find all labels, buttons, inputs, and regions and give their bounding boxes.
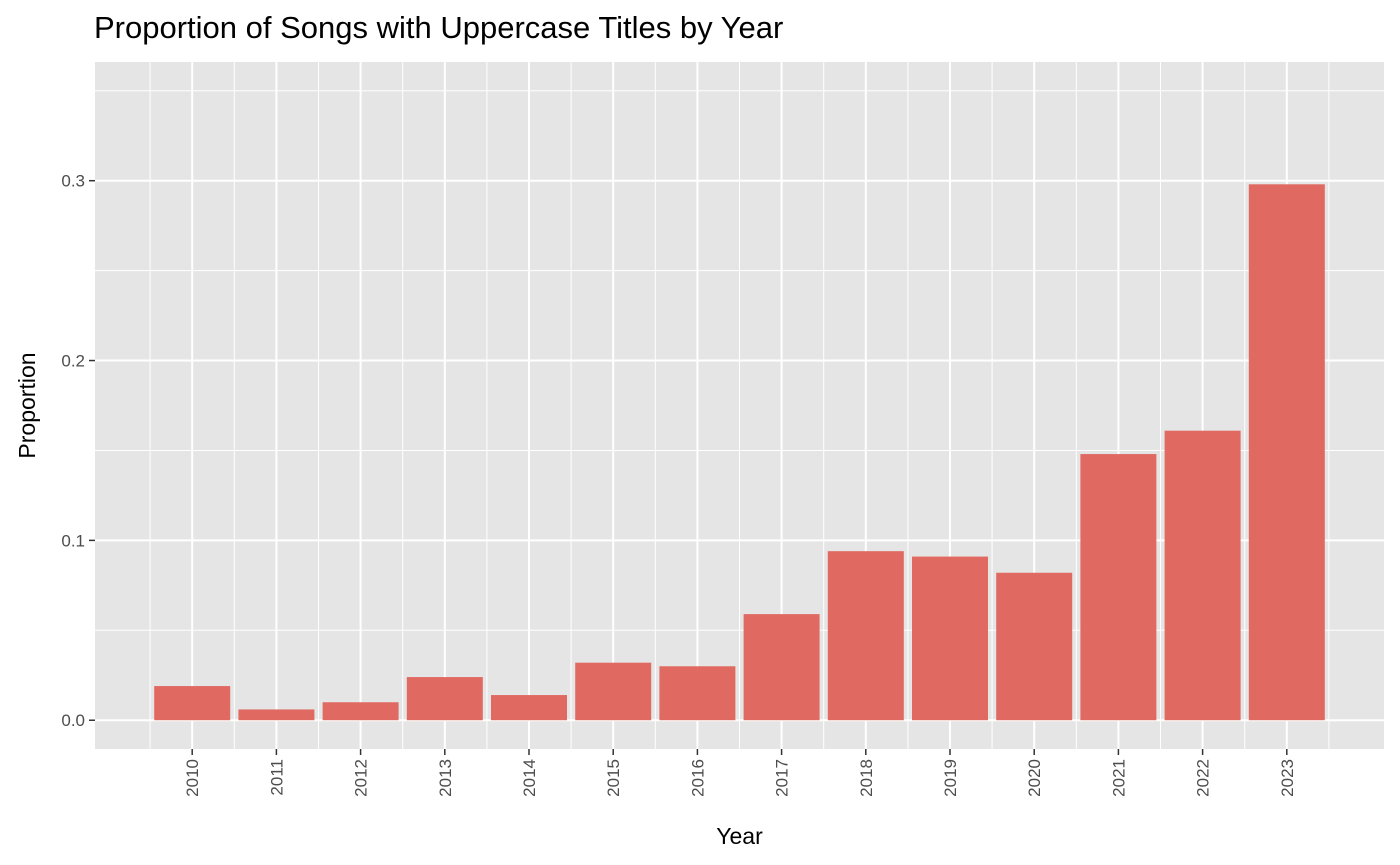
chart-title: Proportion of Songs with Uppercase Title… [94,10,784,45]
bar-2019 [912,556,988,721]
bar-2015 [575,662,652,721]
bar-2011 [238,709,315,721]
bar-2020 [996,572,1073,721]
x-tick-label: 2023 [1278,759,1297,797]
bar-2018 [827,551,904,721]
bar-2014 [491,695,567,721]
x-axis-title: Year [716,823,763,849]
x-tick-label: 2022 [1194,759,1213,797]
x-axis: 2010 2011 2012 2013 2014 2015 2016 2017 2018 2019… [183,749,1297,797]
y-axis: 0.0 0.1 0.2 0.3 [61,172,95,730]
x-tick-label: 2019 [941,759,960,797]
bar-2022 [1164,430,1241,721]
bar-2021 [1080,454,1157,721]
bar-2023 [1248,184,1325,721]
bar-2017 [743,614,820,721]
x-tick-label: 2021 [1109,759,1128,797]
y-tick-label: 0.3 [61,172,85,191]
y-tick-label: 0.1 [61,531,85,550]
y-tick-label: 0.2 [61,352,85,371]
x-tick-label: 2012 [352,759,371,797]
bar-2013 [406,677,483,721]
bar-2012 [322,702,399,721]
x-tick-label: 2011 [267,759,286,796]
x-tick-label: 2017 [773,759,792,797]
x-tick-label: 2015 [604,759,623,797]
x-tick-label: 2020 [1025,759,1044,797]
bar-2010 [154,686,231,721]
x-tick-label: 2016 [688,759,707,797]
y-axis-title: Proportion [14,352,40,458]
x-tick-label: 2018 [857,759,876,797]
y-tick-label: 0.0 [61,711,85,730]
x-tick-label: 2014 [520,759,539,797]
bar-2016 [659,666,736,721]
bars [154,184,1325,721]
x-tick-label: 2010 [183,759,202,797]
x-tick-label: 2013 [436,759,455,797]
